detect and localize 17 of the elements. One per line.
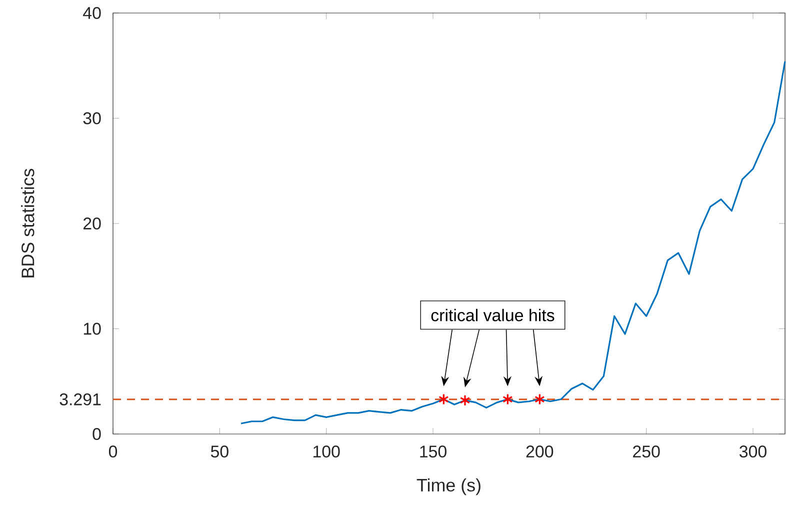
y-tick-label: 0 (92, 428, 101, 440)
y-tick-label: 20 (84, 218, 101, 230)
x-tick-label: 250 (633, 446, 660, 458)
y-tick-label: 30 (83, 112, 101, 124)
line-series (240, 60, 786, 424)
y-axis-title: BDS statistics (21, 168, 34, 278)
annotation: critical value hits (431, 308, 554, 322)
y-tick-label: 10 (84, 322, 101, 335)
x-tick-label: 300 (740, 446, 766, 458)
y-tick-label: 40 (83, 7, 101, 19)
x-tick-label: 150 (420, 446, 446, 458)
x-tick-label: 50 (210, 446, 228, 458)
y-tick-label: 3.291 (60, 393, 101, 406)
x-tick-label: 0 (108, 446, 118, 458)
x-tick-label: 200 (526, 446, 554, 458)
x-axis-title: Time (s) (416, 478, 480, 496)
x-tick-label: 100 (314, 446, 340, 458)
